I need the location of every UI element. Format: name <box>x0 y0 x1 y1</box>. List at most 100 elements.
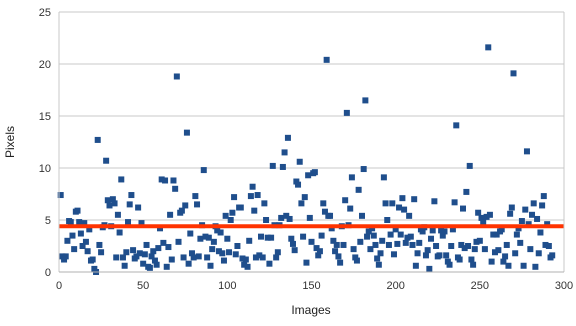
data-point <box>549 252 556 259</box>
data-point <box>185 260 192 267</box>
data-point <box>323 56 330 63</box>
data-point <box>397 231 404 238</box>
data-point <box>219 250 226 257</box>
x-tick-label: 300 <box>555 280 573 292</box>
data-point <box>468 256 475 263</box>
data-point <box>527 246 534 253</box>
data-point <box>119 254 126 261</box>
data-point <box>62 253 69 260</box>
data-point <box>353 257 360 264</box>
data-point <box>359 212 365 219</box>
data-point <box>188 250 195 257</box>
y-tick-label: 15 <box>39 111 51 123</box>
data-point <box>375 261 382 268</box>
data-point <box>401 206 408 213</box>
data-point <box>153 261 160 268</box>
data-point <box>372 241 379 248</box>
data-point <box>512 250 519 257</box>
data-point <box>535 250 542 257</box>
data-point <box>311 169 318 176</box>
data-point <box>114 211 121 218</box>
data-point <box>217 229 224 236</box>
data-point <box>313 245 320 252</box>
data-point <box>500 258 507 265</box>
data-point <box>116 229 123 236</box>
data-point <box>502 253 509 260</box>
data-point <box>399 195 406 202</box>
data-point <box>172 185 179 192</box>
data-point <box>125 219 132 226</box>
data-point <box>360 166 367 173</box>
data-point <box>505 262 512 269</box>
data-point <box>279 163 286 170</box>
data-point <box>135 204 142 211</box>
data-point <box>162 177 169 184</box>
data-point <box>197 235 204 242</box>
data-point <box>491 249 498 256</box>
data-point <box>508 204 515 211</box>
data-point <box>532 263 539 270</box>
data-point <box>183 129 190 136</box>
data-point <box>389 200 396 207</box>
data-point <box>231 194 238 201</box>
data-point <box>77 230 84 237</box>
data-point <box>518 218 525 225</box>
data-point <box>320 200 327 207</box>
data-point <box>263 217 270 223</box>
y-tick-label: 25 <box>39 7 51 19</box>
data-point <box>343 109 350 116</box>
data-point <box>224 235 231 242</box>
data-point <box>160 239 167 246</box>
data-point <box>146 264 153 271</box>
data-point <box>284 134 291 141</box>
data-point <box>195 253 202 260</box>
data-point <box>215 248 222 255</box>
data-point <box>525 221 532 228</box>
data-point <box>335 253 342 260</box>
data-point <box>79 243 86 249</box>
data-point <box>209 246 216 253</box>
data-point <box>244 263 251 270</box>
data-point <box>91 265 98 272</box>
data-point <box>133 253 140 260</box>
data-point <box>382 200 389 207</box>
data-point <box>453 122 460 129</box>
data-point <box>433 243 440 249</box>
data-point <box>264 234 271 241</box>
data-point <box>416 239 423 246</box>
data-point <box>76 219 83 226</box>
data-point <box>205 234 212 241</box>
data-point <box>396 204 403 211</box>
data-point <box>316 248 323 255</box>
data-point <box>222 212 229 219</box>
data-point <box>466 162 473 169</box>
data-point <box>200 167 207 174</box>
data-point <box>404 234 411 241</box>
data-point <box>470 261 477 268</box>
data-point <box>281 149 288 156</box>
data-point <box>126 201 133 208</box>
data-point <box>438 227 445 234</box>
data-point <box>348 174 355 181</box>
data-point <box>542 241 549 248</box>
data-point <box>167 211 174 218</box>
data-point <box>327 212 334 219</box>
x-axis-title: Images <box>291 303 330 317</box>
data-point <box>387 231 394 238</box>
data-point <box>226 249 233 256</box>
data-point <box>241 261 248 268</box>
data-point <box>510 70 517 77</box>
data-point <box>503 241 510 248</box>
data-point <box>444 258 451 265</box>
data-point <box>296 158 303 165</box>
data-point <box>498 226 505 233</box>
data-point <box>380 174 387 181</box>
data-point <box>286 215 293 222</box>
data-point <box>428 235 435 242</box>
data-point <box>530 200 537 207</box>
data-point <box>67 219 74 226</box>
data-point <box>355 186 362 193</box>
data-point <box>180 254 187 261</box>
data-point <box>252 254 259 261</box>
data-point <box>293 178 300 185</box>
